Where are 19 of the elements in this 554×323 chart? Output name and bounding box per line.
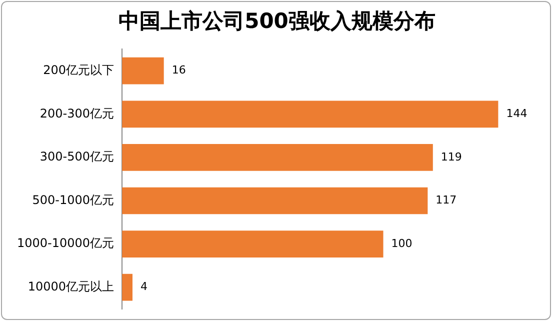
bar [122, 230, 384, 258]
y-tick-label: 500-1000亿元 [32, 192, 114, 207]
bar [122, 100, 498, 128]
data-label: 100 [391, 236, 412, 250]
y-tick-label: 1000-10000亿元 [16, 236, 114, 250]
data-label: 144 [506, 107, 528, 120]
data-label: 4 [140, 280, 148, 294]
bar [122, 57, 164, 84]
y-tick-label: 10000亿元以上 [28, 279, 114, 294]
bar [122, 187, 428, 214]
bar [122, 274, 132, 301]
bar [122, 144, 433, 171]
chart-title: 中国上市公司500强收入规模分布 [118, 9, 436, 34]
y-tick-label: 200-300亿元 [40, 106, 114, 120]
data-label: 119 [440, 150, 462, 164]
data-label: 117 [436, 194, 457, 207]
y-tick-label: 300-500亿元 [40, 150, 114, 164]
data-label: 16 [172, 64, 186, 77]
y-tick-label: 200亿元以下 [43, 62, 114, 77]
